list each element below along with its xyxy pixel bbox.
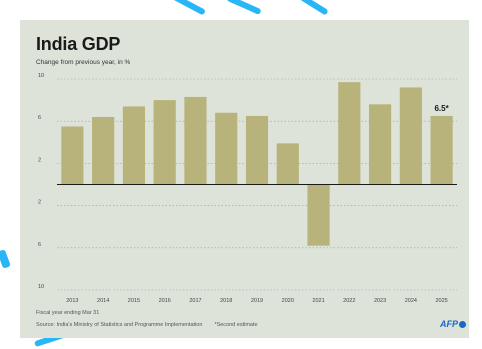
x-tick-label: 2024 [405,298,417,304]
bar-2023 [369,104,392,185]
bar-2015 [122,106,145,185]
source-line: Source: India's Ministry of Statistics a… [36,322,258,328]
afp-dot-icon [459,320,466,328]
x-tick-label: 2019 [251,298,263,304]
bar-2022 [338,82,361,185]
afp-logo-text: AFP [440,319,458,329]
y-tick-label: 2 [38,200,41,206]
decor-stroke [293,0,329,16]
x-tick-label: 2013 [66,298,78,304]
decor-stroke [166,0,206,16]
bar-2019 [245,115,269,185]
x-tick-label: 2023 [374,298,386,304]
chart-title: India GDP [36,34,121,54]
x-tick-label: 2014 [97,298,109,304]
bar-chart: 10 6 2 2 6 10 2013 2014 2015 2016 2017 2018 2019 202… [38,73,457,304]
y-tick-label: 10 [38,73,44,79]
highlight-data-label: 6.5* [434,104,449,113]
x-tick-label: 2021 [312,298,324,304]
chart-card: India GDP Change from previous year, in … [20,20,469,338]
bar-2025 [430,115,453,185]
bar-2018 [215,112,238,185]
x-tick-label: 2020 [282,298,294,304]
y-tick-label: 6 [38,115,41,121]
bar-layer [61,82,453,246]
x-tick-label: 2017 [189,298,201,304]
bar-2020 [276,143,299,185]
y-tick-label: 2 [38,157,41,163]
x-tick-label: 2022 [343,298,355,304]
bar-2014 [92,116,115,185]
bar-2021 [307,184,330,246]
afp-logo: AFP [440,319,466,329]
x-tick-label: 2016 [159,298,171,304]
decor-stroke [226,0,262,16]
x-tick-label: 2018 [220,298,232,304]
decor-stroke [0,249,11,269]
chart-subtitle: Change from previous year, in % [36,59,131,66]
x-tick-label: 2015 [128,298,140,304]
bar-2016 [153,100,176,185]
footnote: *Second estimate [214,322,258,328]
y-tick-label: 10 [38,284,44,290]
y-tick-label: 6 [38,242,41,248]
tick-layer: 10 6 2 2 6 10 [38,73,44,290]
bar-2024 [399,87,422,185]
bar-2013 [61,126,84,185]
x-tick-label: 2025 [435,298,447,304]
bar-2017 [184,96,207,185]
fiscal-year-note: Fiscal year ending Mar 31 [36,310,100,316]
source-note: Source: India's Ministry of Statistics a… [36,322,203,328]
x-tick-labels: 2013 2014 2015 2016 2017 2018 2019 2020 2021 2022… [66,298,447,304]
